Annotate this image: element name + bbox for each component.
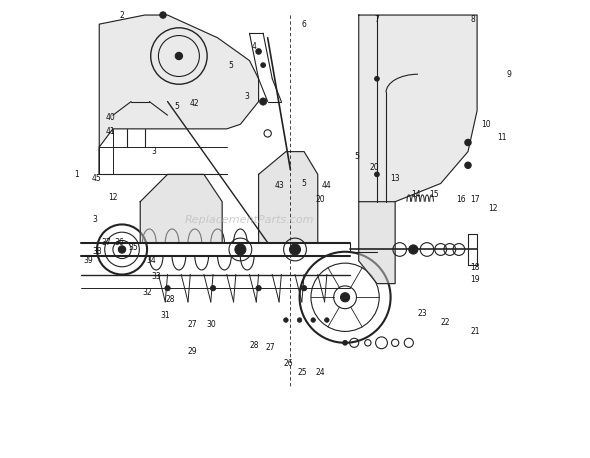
Circle shape bbox=[256, 285, 261, 291]
Text: 42: 42 bbox=[190, 99, 199, 108]
Text: 20: 20 bbox=[370, 163, 379, 172]
Text: 29: 29 bbox=[188, 348, 198, 356]
Circle shape bbox=[290, 244, 300, 255]
Circle shape bbox=[175, 52, 182, 60]
Text: 19: 19 bbox=[470, 275, 480, 284]
Text: 22: 22 bbox=[441, 318, 450, 327]
Text: 41: 41 bbox=[106, 126, 116, 136]
Text: 8: 8 bbox=[470, 15, 475, 24]
Text: 3: 3 bbox=[245, 93, 250, 102]
Text: 11: 11 bbox=[497, 133, 507, 142]
Circle shape bbox=[261, 63, 266, 67]
Text: 4: 4 bbox=[251, 43, 257, 51]
Circle shape bbox=[160, 12, 166, 18]
Text: 5: 5 bbox=[229, 60, 234, 70]
Text: 21: 21 bbox=[470, 327, 480, 336]
Circle shape bbox=[375, 172, 379, 177]
Text: 37: 37 bbox=[101, 238, 111, 247]
Polygon shape bbox=[359, 15, 477, 202]
Text: 31: 31 bbox=[160, 311, 170, 320]
Text: 34: 34 bbox=[147, 256, 156, 265]
Text: 24: 24 bbox=[315, 368, 325, 377]
Polygon shape bbox=[258, 152, 318, 243]
Circle shape bbox=[311, 318, 316, 322]
Text: 44: 44 bbox=[322, 181, 332, 190]
Text: 45: 45 bbox=[92, 174, 102, 183]
Text: 3: 3 bbox=[92, 215, 97, 224]
Text: 14: 14 bbox=[411, 191, 421, 199]
Text: 23: 23 bbox=[418, 309, 427, 318]
Circle shape bbox=[297, 318, 302, 322]
Text: 5: 5 bbox=[354, 152, 359, 161]
Text: 33: 33 bbox=[151, 273, 161, 281]
Text: 13: 13 bbox=[391, 174, 400, 183]
Text: 12: 12 bbox=[108, 193, 117, 202]
Text: 16: 16 bbox=[456, 195, 466, 204]
Text: 27: 27 bbox=[188, 320, 198, 329]
Text: 36: 36 bbox=[115, 238, 124, 247]
Text: 28: 28 bbox=[165, 295, 175, 304]
Polygon shape bbox=[99, 15, 258, 174]
Circle shape bbox=[260, 98, 267, 105]
Circle shape bbox=[301, 285, 307, 291]
Text: 40: 40 bbox=[106, 113, 116, 122]
Circle shape bbox=[465, 162, 471, 169]
Text: 5: 5 bbox=[301, 179, 307, 188]
Circle shape bbox=[165, 285, 171, 291]
Polygon shape bbox=[140, 174, 222, 243]
Circle shape bbox=[409, 245, 418, 254]
Text: 32: 32 bbox=[142, 288, 152, 297]
Text: 15: 15 bbox=[429, 191, 438, 199]
Text: 35: 35 bbox=[129, 243, 138, 252]
Circle shape bbox=[465, 139, 471, 146]
Text: 38: 38 bbox=[92, 247, 102, 256]
Circle shape bbox=[235, 244, 246, 255]
Circle shape bbox=[324, 318, 329, 322]
Circle shape bbox=[119, 246, 126, 253]
Text: 6: 6 bbox=[301, 20, 307, 29]
Text: 39: 39 bbox=[83, 256, 93, 265]
Text: 12: 12 bbox=[489, 204, 498, 213]
Text: 28: 28 bbox=[250, 341, 259, 349]
Text: 25: 25 bbox=[297, 368, 307, 377]
Text: 9: 9 bbox=[507, 70, 512, 79]
Text: 17: 17 bbox=[470, 195, 480, 204]
Circle shape bbox=[343, 341, 348, 345]
Text: 1: 1 bbox=[74, 170, 79, 179]
Text: 27: 27 bbox=[265, 343, 275, 352]
Text: 2: 2 bbox=[120, 11, 124, 20]
Text: 43: 43 bbox=[274, 181, 284, 190]
Text: 7: 7 bbox=[375, 15, 379, 24]
Text: 30: 30 bbox=[206, 320, 216, 329]
Polygon shape bbox=[359, 202, 395, 284]
Text: 5: 5 bbox=[174, 102, 179, 110]
Circle shape bbox=[256, 49, 261, 54]
Circle shape bbox=[210, 285, 216, 291]
Text: 18: 18 bbox=[470, 263, 480, 272]
Text: 26: 26 bbox=[283, 359, 293, 368]
Circle shape bbox=[284, 318, 288, 322]
Text: 20: 20 bbox=[315, 195, 325, 204]
Circle shape bbox=[375, 76, 379, 81]
Text: 10: 10 bbox=[481, 120, 491, 129]
Circle shape bbox=[340, 293, 350, 302]
Text: ReplacementParts.com: ReplacementParts.com bbox=[185, 215, 314, 225]
Text: 3: 3 bbox=[152, 147, 156, 156]
